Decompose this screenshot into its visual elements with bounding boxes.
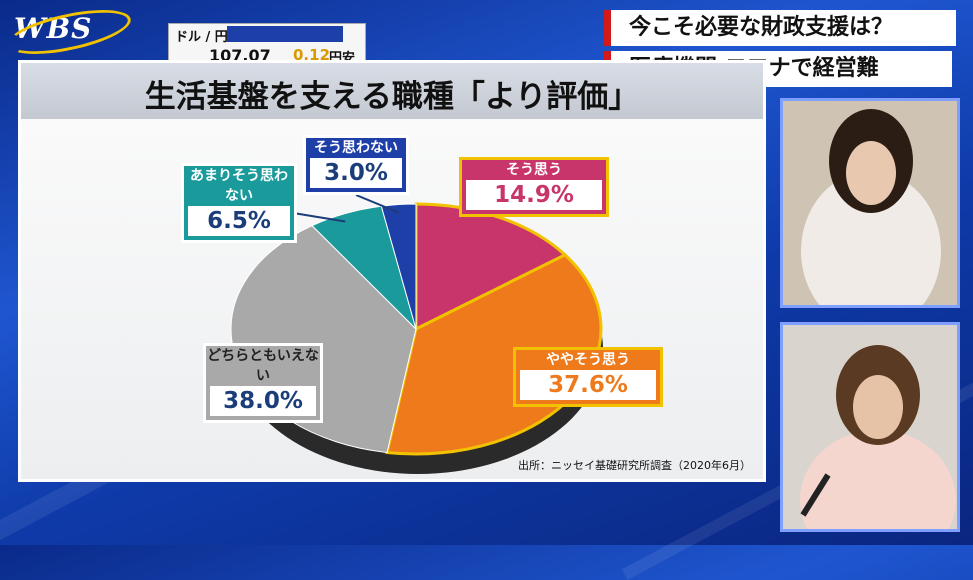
- channel-logo: WBS: [3, 1, 135, 63]
- chart-area: そう思う 14.9% ややそう思う 37.6% どちらともいえない 38.0% あまりそう思…: [21, 119, 763, 479]
- slice-callout: そう思う 14.9%: [459, 157, 609, 217]
- slice-callout: ややそう思う 37.6%: [513, 347, 663, 407]
- slice-label: そう思う: [506, 162, 562, 178]
- fx-label: ドル / 円: [175, 30, 228, 45]
- slice-callout: あまりそう思わない 6.5%: [181, 163, 297, 243]
- slice-label: そう思わない: [314, 140, 398, 156]
- slice-label: どちらともいえない: [207, 348, 319, 384]
- anchor-video-bottom: [780, 322, 960, 532]
- slice-value: 3.0%: [310, 158, 402, 188]
- slice-callout: どちらともいえない 38.0%: [203, 343, 323, 423]
- slice-value: 38.0%: [210, 386, 316, 416]
- leader-line: [355, 194, 399, 214]
- chart-panel: 生活基盤を支える職種「より評価」 そう思う 14.9% ややそう思う 37.6% どちら…: [18, 60, 766, 482]
- slice-callout: そう思わない 3.0%: [303, 135, 409, 195]
- slice-value: 14.9%: [466, 180, 602, 210]
- headline-top: 今こそ必要な財政支援は？: [604, 10, 956, 46]
- logo-ring: [3, 1, 135, 63]
- slice-label: あまりそう思わない: [190, 168, 288, 204]
- fx-change: 0.12: [293, 46, 331, 64]
- slice-value: 6.5%: [188, 206, 290, 236]
- fx-ticker: ドル / 円 107.07 0.12 円安: [168, 23, 366, 69]
- market-strip: [227, 26, 343, 42]
- anchor-figure-bottom: [783, 325, 957, 529]
- chart-title: 生活基盤を支える職種「より評価」: [144, 79, 640, 115]
- anchor-figure-top: [783, 101, 957, 305]
- logo-text: WBS: [14, 12, 93, 45]
- slice-label: ややそう思う: [546, 352, 630, 368]
- chart-source: 出所：ニッセイ基礎研究所調査（2020年6月）: [518, 459, 751, 472]
- slice-value: 37.6%: [520, 370, 656, 400]
- chart-title-bar: [21, 63, 763, 119]
- pie-slice: [414, 202, 568, 332]
- anchor-video-top: [780, 98, 960, 308]
